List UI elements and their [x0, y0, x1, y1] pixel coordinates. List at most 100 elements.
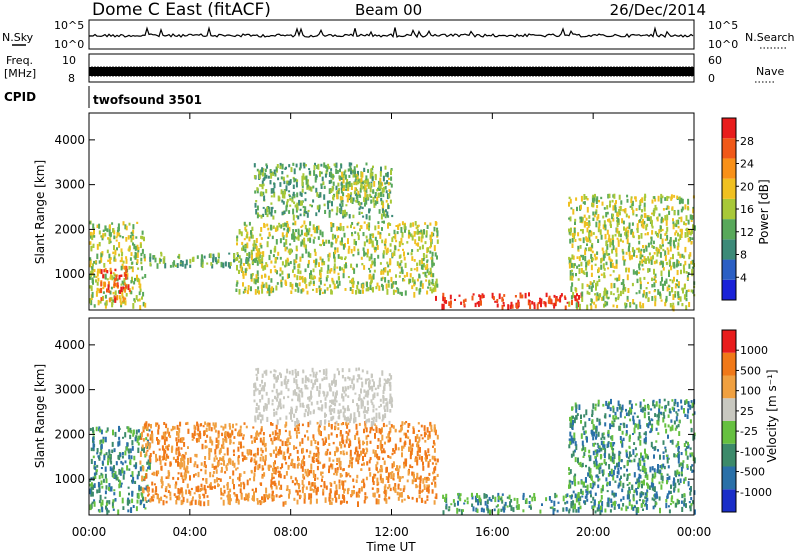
echo-cell — [577, 301, 580, 308]
echo-cell — [358, 367, 360, 371]
echo-cell — [409, 224, 412, 228]
echo-cell — [312, 199, 315, 203]
echo-cell — [666, 458, 669, 464]
echo-cell — [684, 232, 687, 238]
echo-cell — [376, 483, 379, 486]
echo-cell — [354, 187, 357, 191]
echo-cell — [146, 486, 149, 492]
echo-cell — [352, 399, 354, 403]
echo-cell — [575, 497, 578, 503]
echo-cell — [360, 225, 363, 229]
echo-cell — [253, 399, 256, 403]
echo-cell — [167, 470, 170, 475]
echo-cell — [224, 439, 227, 442]
echo-cell — [616, 237, 619, 240]
echo-cell — [366, 370, 369, 375]
echo-cell — [279, 267, 282, 272]
echo-cell — [585, 271, 588, 278]
echo-cell — [422, 461, 424, 466]
echo-cell — [677, 291, 680, 296]
echo-cell — [429, 421, 432, 425]
echo-cell — [115, 476, 117, 480]
echo-cell — [310, 401, 313, 406]
echo-cell — [238, 260, 241, 263]
echo-cell — [369, 233, 372, 240]
echo-cell — [562, 495, 565, 502]
echo-cell — [366, 224, 369, 230]
echo-cell — [417, 444, 420, 449]
echo-cell — [328, 200, 331, 204]
echo-cell — [322, 464, 325, 469]
echo-cell — [109, 232, 112, 237]
echo-cell — [384, 267, 387, 273]
echo-cell — [594, 193, 596, 198]
echo-cell — [196, 464, 199, 469]
echo-cell — [258, 412, 261, 417]
echo-cell — [658, 248, 661, 254]
echo-cell — [570, 415, 573, 420]
echo-cell — [332, 195, 335, 201]
echo-cell — [307, 468, 309, 472]
echo-cell — [355, 290, 357, 295]
echo-cell — [131, 471, 134, 478]
echo-cell — [506, 496, 509, 499]
echo-cell — [357, 288, 360, 294]
echo-cell — [276, 419, 279, 425]
echo-cell — [119, 289, 122, 294]
echo-cell — [340, 182, 343, 186]
echo-cell — [89, 479, 92, 482]
echo-cell — [644, 404, 647, 409]
echo-cell — [426, 290, 429, 295]
echo-cell — [348, 368, 351, 373]
echo-cell — [310, 379, 313, 384]
echo-cell — [130, 252, 133, 256]
echo-cell — [326, 391, 329, 396]
echo-cell — [268, 254, 271, 261]
echo-cell — [424, 452, 427, 456]
echo-cell — [253, 437, 256, 441]
echo-cell — [149, 434, 152, 439]
echo-cell — [592, 194, 595, 199]
echo-cell — [91, 501, 94, 504]
echo-cell — [200, 423, 203, 426]
echo-cell — [376, 189, 379, 192]
echo-cell — [601, 501, 604, 507]
echo-cell — [381, 427, 383, 433]
echo-cell — [140, 257, 143, 262]
colorbar-swatch — [722, 279, 736, 300]
echo-cell — [341, 243, 343, 246]
echo-cell — [164, 431, 167, 435]
echo-cell — [596, 196, 599, 202]
echo-cell — [390, 424, 393, 428]
colorbar-tick-label: 28 — [740, 135, 754, 148]
echo-cell — [366, 410, 369, 414]
echo-cell — [263, 222, 266, 228]
echo-cell — [586, 283, 589, 287]
echo-cell — [606, 205, 609, 210]
echo-cell — [368, 467, 371, 472]
echo-cell — [371, 487, 374, 490]
echo-cell — [261, 496, 263, 501]
echo-cell — [639, 260, 642, 265]
echo-cell — [141, 230, 144, 235]
echo-cell — [412, 222, 415, 227]
echo-cell — [275, 494, 278, 498]
echo-cell — [144, 274, 147, 278]
echo-cell — [294, 368, 297, 374]
echo-cell — [105, 485, 108, 490]
echo-cell — [581, 495, 584, 498]
echo-cell — [632, 235, 635, 239]
echo-cell — [677, 232, 679, 237]
echo-cell — [381, 283, 383, 288]
echo-cell — [289, 261, 292, 265]
echo-cell — [419, 483, 422, 490]
echo-cell — [355, 199, 358, 203]
echo-cell — [250, 435, 253, 439]
echo-cell — [247, 497, 250, 502]
echo-cell — [301, 377, 304, 384]
echo-cell — [648, 291, 651, 294]
echo-cell — [576, 293, 578, 297]
echo-cell — [319, 461, 322, 465]
echo-cell — [213, 424, 216, 430]
echo-cell — [675, 263, 678, 268]
